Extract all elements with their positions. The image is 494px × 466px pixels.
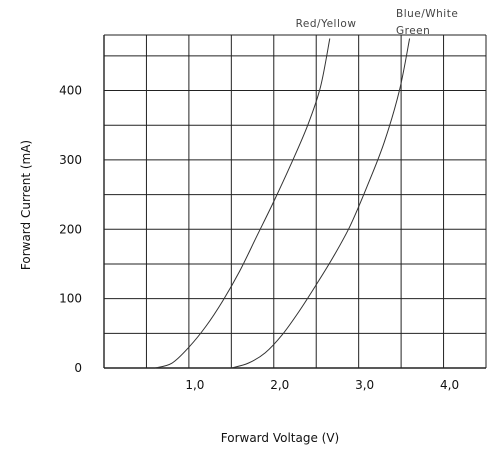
y-tick-label: 400 — [59, 84, 82, 98]
grid — [103, 34, 487, 369]
x-tick-label: 1,0 — [185, 378, 204, 392]
x-tick-label: 2,0 — [270, 378, 289, 392]
series-line-blue-white — [231, 38, 411, 369]
curves — [154, 38, 411, 369]
tick-labels: 0 100 200 300 400 1,0 2,0 3,0 4,0 — [59, 84, 459, 393]
x-tick-label: 3,0 — [355, 378, 374, 392]
series-line-red-yellow — [154, 38, 331, 369]
y-tick-label: 300 — [59, 153, 82, 167]
series-labels: Red/Yellow Blue/White Green — [296, 8, 458, 37]
x-tick-label: 4,0 — [440, 378, 459, 392]
series-label-blue-white: Blue/White — [396, 8, 458, 20]
y-tick-label: 100 — [59, 292, 82, 306]
y-axis-title: Forward Current (mA) — [19, 140, 33, 270]
x-axis-title: Forward Voltage (V) — [221, 431, 339, 445]
series-label-green: Green — [396, 25, 430, 37]
series-label-red-yellow: Red/Yellow — [296, 18, 357, 30]
y-tick-label: 200 — [59, 222, 82, 236]
y-tick-label: 0 — [74, 361, 82, 375]
